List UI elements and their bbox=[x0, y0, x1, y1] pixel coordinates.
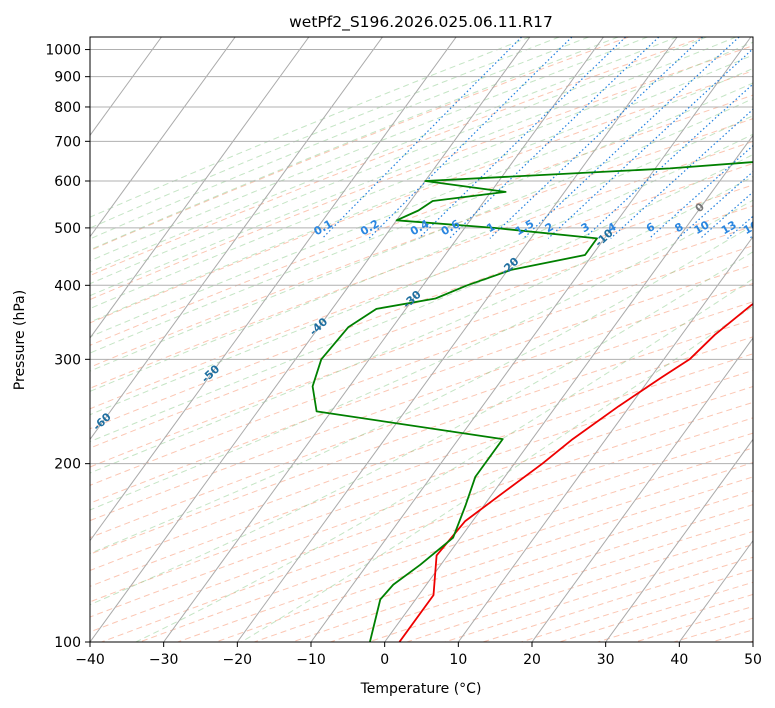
dry-adiabat bbox=[90, 205, 753, 449]
x-tick-label: 0 bbox=[380, 652, 389, 668]
dry-adiabat bbox=[90, 45, 753, 301]
dry-adiabat bbox=[90, 94, 753, 346]
mixing-ratio-line bbox=[523, 37, 740, 239]
y-tick-label: 300 bbox=[54, 352, 81, 368]
y-tick-label: 400 bbox=[54, 278, 81, 294]
grid-lines bbox=[90, 37, 753, 642]
dry-adiabat bbox=[90, 264, 753, 504]
moist-adiabat bbox=[90, 115, 753, 392]
y-tick-label: 800 bbox=[54, 100, 81, 116]
x-tick-label: −30 bbox=[149, 652, 179, 668]
mixing-ratio-line bbox=[547, 48, 753, 239]
moist-adiabat bbox=[90, 37, 678, 273]
moist-adiabat bbox=[90, 199, 753, 511]
x-tick-label: 10 bbox=[449, 652, 467, 668]
isotherm bbox=[457, 235, 753, 642]
x-tick-label: 30 bbox=[597, 652, 615, 668]
dry-adiabat bbox=[90, 140, 753, 389]
moist-adiabat bbox=[90, 37, 530, 218]
axis-ticks: −40 −30 −20 −10 0 10 20 30 40 50 100 200 300 400 500 60… bbox=[45, 43, 762, 668]
moist-adiabat bbox=[90, 175, 753, 474]
isotherm bbox=[90, 37, 236, 238]
x-axis-label: Temperature (°C) bbox=[360, 681, 482, 697]
dry-adiabat bbox=[90, 369, 753, 603]
mixing-ratio-line bbox=[418, 37, 627, 239]
moist-adiabat bbox=[90, 37, 648, 262]
y-tick-label: 700 bbox=[54, 134, 81, 150]
dewpoint-profile bbox=[311, 161, 753, 642]
moist-adiabat bbox=[90, 67, 753, 338]
isotherm bbox=[531, 337, 753, 642]
x-tick-label: 20 bbox=[523, 652, 541, 668]
isotherm bbox=[90, 37, 457, 542]
x-tick-label: −20 bbox=[223, 652, 253, 668]
mixing-ratio-line bbox=[368, 37, 573, 239]
dry-adiabat bbox=[90, 37, 704, 277]
isotherm bbox=[90, 37, 310, 339]
dry-adiabat bbox=[90, 353, 753, 587]
isotherm bbox=[90, 37, 383, 441]
dry-adiabat bbox=[90, 319, 753, 555]
dry-adiabat bbox=[90, 37, 629, 252]
y-axis-label: Pressure (hPa) bbox=[12, 290, 28, 390]
isotherm bbox=[310, 37, 752, 642]
moist-adiabat bbox=[90, 251, 753, 606]
x-tick-label: 40 bbox=[670, 652, 688, 668]
isotherm bbox=[384, 134, 753, 642]
isotherm bbox=[163, 37, 604, 642]
y-tick-label: 100 bbox=[54, 635, 81, 651]
dry-adiabat bbox=[90, 301, 753, 539]
moist-adiabat bbox=[241, 305, 753, 642]
moist-adiabat bbox=[90, 153, 753, 443]
background-lines bbox=[90, 37, 753, 642]
moist-adiabat bbox=[90, 98, 753, 372]
y-tick-label: 900 bbox=[54, 70, 81, 86]
temperature-profile bbox=[398, 302, 753, 642]
plot-frame bbox=[89, 36, 754, 643]
x-tick-label: 50 bbox=[744, 652, 762, 668]
moist-adiabat bbox=[90, 37, 737, 297]
moist-adiabat bbox=[90, 37, 707, 285]
moist-adiabat bbox=[90, 37, 619, 251]
chart-title: wetPf2_S196.2026.025.06.11.R17 bbox=[289, 13, 553, 32]
isotherm bbox=[605, 438, 753, 642]
isotherm bbox=[90, 37, 531, 642]
sounding-profiles bbox=[311, 161, 753, 642]
y-tick-label: 600 bbox=[54, 174, 81, 190]
isotherm bbox=[236, 37, 678, 642]
moist-adiabat bbox=[90, 37, 560, 229]
moist-adiabat bbox=[90, 41, 753, 310]
x-tick-label: −40 bbox=[75, 652, 105, 668]
mixing-ratio-label: 16 bbox=[741, 218, 761, 237]
x-tick-label: −10 bbox=[296, 652, 326, 668]
dry-adiabat bbox=[90, 118, 753, 368]
y-tick-label: 200 bbox=[54, 457, 81, 473]
y-tick-label: 500 bbox=[54, 221, 81, 237]
y-tick-label: 1000 bbox=[45, 43, 81, 59]
moist-adiabat bbox=[90, 54, 753, 323]
